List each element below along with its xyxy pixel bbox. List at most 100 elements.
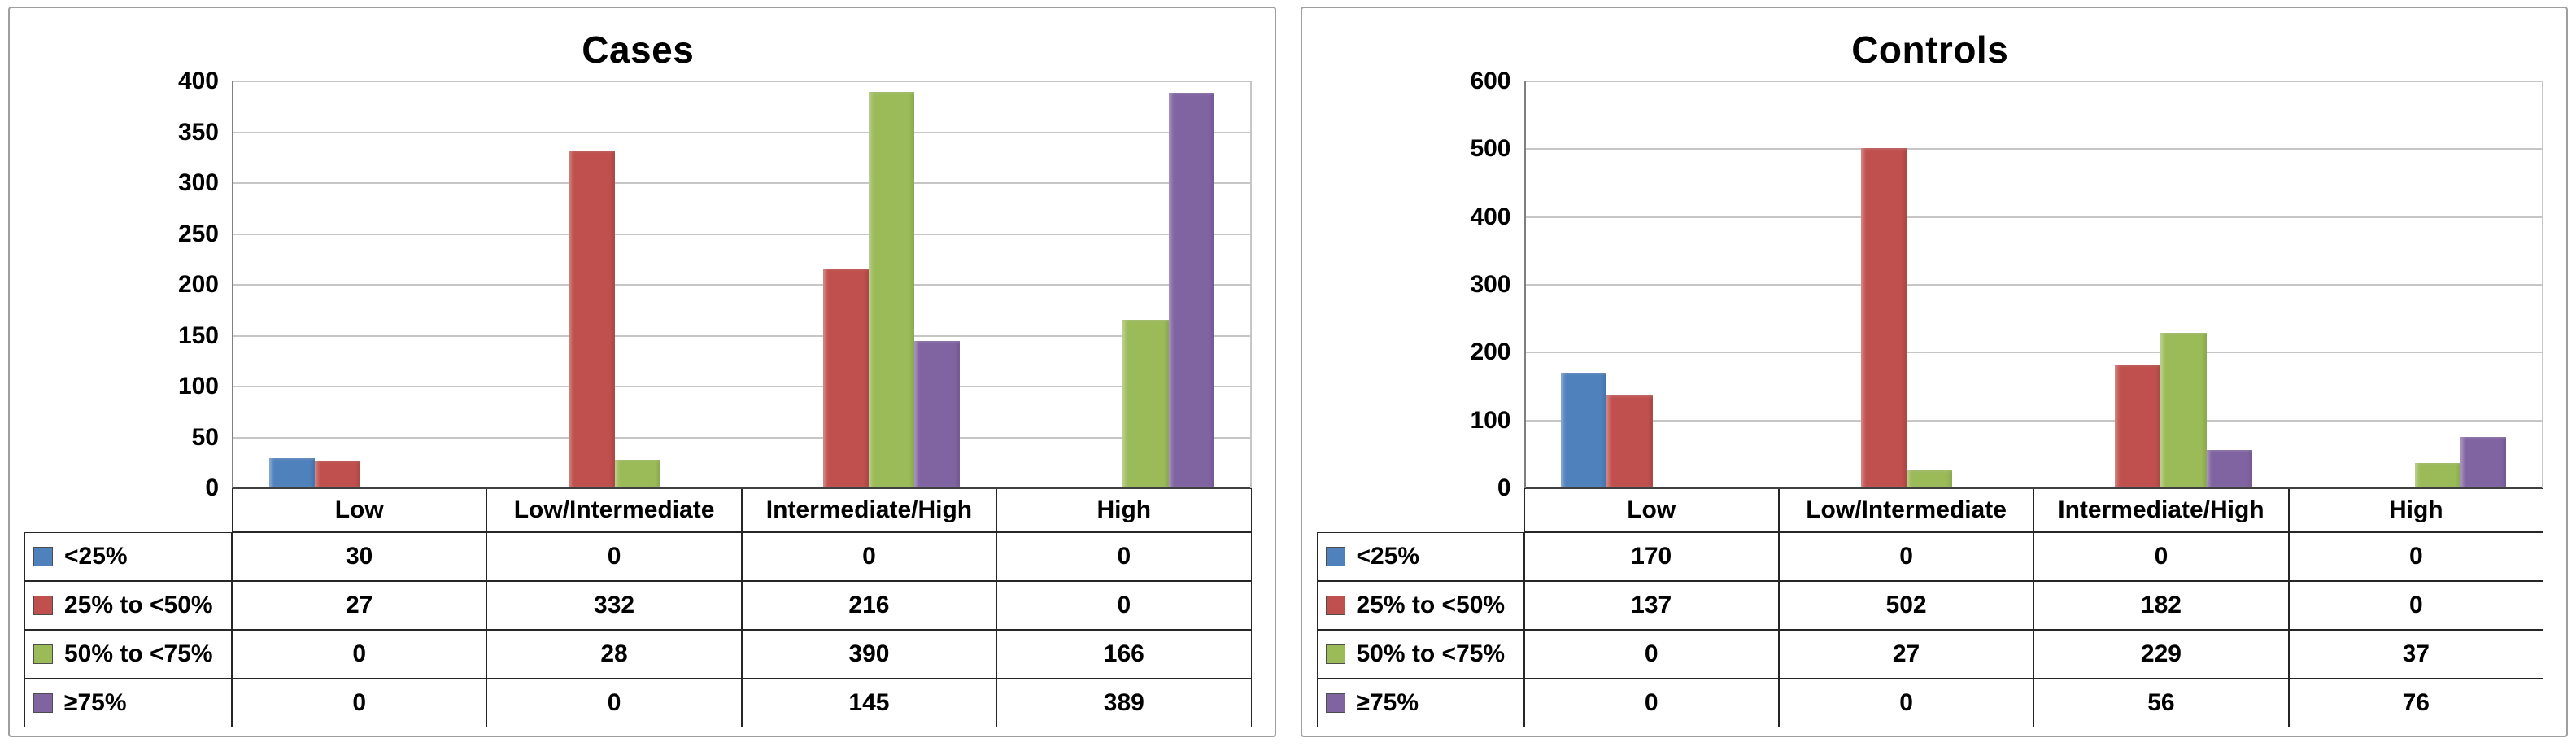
legend-cell: 25% to <50%	[1316, 581, 1524, 630]
value-cell: 389	[996, 679, 1252, 727]
chart-area: 0 50 100 150 200 250 300 350 400	[24, 69, 1252, 500]
series-name: <25%	[64, 543, 128, 570]
category-header-cell: Low/Intermediate	[486, 488, 742, 532]
value-cell: 182	[2033, 581, 2289, 630]
bar	[268, 457, 315, 488]
value-cell: 30	[232, 532, 487, 581]
series-name: 25% to <50%	[64, 592, 213, 618]
bar	[1907, 470, 1953, 488]
bar	[2115, 365, 2161, 488]
value-cell: 0	[486, 532, 742, 581]
value-cell: 332	[486, 581, 742, 630]
legend-swatch-icon	[33, 547, 53, 566]
value-cell: 0	[2033, 532, 2289, 581]
gridline	[233, 131, 1250, 133]
y-tick-label: 0	[205, 474, 219, 501]
value-cell: 27	[232, 581, 487, 630]
y-tick-label: 400	[177, 68, 219, 94]
plot-area	[232, 81, 1252, 489]
value-cell: 390	[741, 630, 997, 679]
series-name: 25% to <50%	[1356, 592, 1506, 618]
gridline	[1525, 419, 2542, 422]
bar	[914, 340, 961, 488]
category-header-cell: Low	[1523, 488, 1779, 532]
x-axis-line	[233, 487, 1250, 489]
value-cell: 502	[1778, 581, 2034, 630]
legend-swatch-icon	[33, 596, 53, 615]
value-cell: 28	[486, 630, 742, 679]
y-tick-label: 400	[1470, 203, 1511, 230]
legend-cell: 25% to <50%	[24, 581, 232, 630]
gridline	[1525, 81, 2542, 82]
y-tick-label: 100	[177, 373, 219, 400]
category-header-cell: Intermediate/High	[741, 488, 997, 532]
y-tick-label: 350	[177, 118, 219, 146]
bar	[2160, 333, 2207, 488]
y-tick-label: 100	[1470, 406, 1511, 434]
bar-group	[233, 81, 487, 488]
value-cell: 0	[232, 630, 487, 679]
bar-group	[1780, 81, 2033, 488]
series-name: <25%	[1356, 543, 1420, 570]
bar-groups	[1526, 81, 2543, 488]
bar	[1606, 395, 1653, 488]
bar	[2206, 450, 2252, 488]
y-axis: 0 100 200 300 400 500 600	[1317, 69, 1524, 500]
legend-swatch-icon	[1325, 547, 1345, 566]
value-cell: 56	[2033, 679, 2289, 727]
bar	[314, 461, 361, 488]
table-corner-cell	[24, 488, 232, 532]
value-cell: 0	[1778, 679, 2034, 727]
bar	[1860, 147, 1907, 488]
series-name: 50% to <75%	[64, 640, 213, 667]
bar-group	[742, 81, 996, 488]
legend-cell: 50% to <75%	[1316, 630, 1524, 679]
y-tick-label: 200	[177, 271, 219, 298]
value-cell: 137	[1523, 581, 1779, 630]
bar	[2414, 463, 2461, 488]
bar-group	[2033, 81, 2287, 488]
y-tick-label: 300	[177, 169, 219, 196]
legend-swatch-icon	[1325, 693, 1345, 713]
y-tick-label: 0	[1497, 474, 1511, 501]
data-table: Low Low/Intermediate Intermediate/High High…	[24, 488, 1252, 727]
value-cell: 0	[486, 679, 742, 727]
value-cell: 0	[1778, 532, 2034, 581]
chart-title: Cases	[582, 28, 695, 71]
legend-cell: 50% to <75%	[24, 630, 232, 679]
series-name: ≥75%	[1356, 689, 1419, 716]
x-axis-line	[1525, 487, 2542, 489]
value-cell: 170	[1523, 532, 1779, 581]
bar-group	[2288, 81, 2542, 488]
value-cell: 0	[996, 532, 1252, 581]
bar-group	[1526, 81, 1780, 488]
category-header-cell: Low	[232, 488, 487, 532]
series-name: 50% to <75%	[1356, 640, 1506, 667]
bar	[1561, 373, 1607, 488]
gridline	[233, 386, 1250, 387]
y-axis: 0 50 100 150 200 250 300 350 400	[24, 69, 232, 500]
y-tick-label: 50	[191, 423, 219, 451]
value-cell: 229	[2033, 630, 2289, 679]
legend-swatch-icon	[1325, 596, 1345, 615]
bar	[569, 151, 615, 488]
value-cell: 0	[1523, 630, 1779, 679]
bar	[1168, 92, 1214, 488]
gridline	[1525, 284, 2542, 286]
series-name: ≥75%	[64, 689, 127, 716]
bar	[2460, 436, 2507, 488]
value-cell: 166	[996, 630, 1252, 679]
bar-groups	[233, 81, 1250, 488]
chart-title: Controls	[1851, 28, 2009, 71]
gridline	[1525, 352, 2542, 354]
y-tick-label: 150	[177, 321, 219, 349]
bar	[868, 91, 915, 488]
gridline	[1525, 148, 2542, 151]
legend-cell: <25%	[1316, 532, 1524, 581]
gridline	[1525, 216, 2542, 218]
value-cell: 0	[2288, 581, 2543, 630]
chart-panel-cases: Cases 0 50 100 150 200 250 300 350 400 Low Low/In…	[8, 7, 1276, 737]
table-corner-cell	[1317, 488, 1524, 532]
legend-swatch-icon	[33, 693, 53, 713]
